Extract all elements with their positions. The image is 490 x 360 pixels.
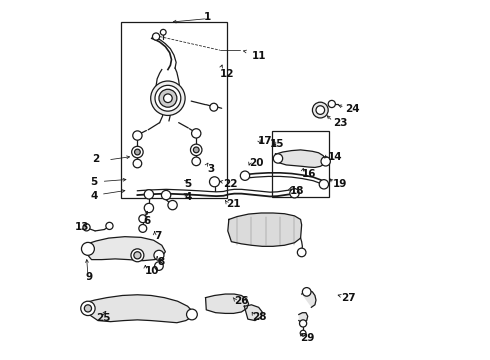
Circle shape [302, 288, 311, 296]
Text: 13: 13 [74, 222, 89, 232]
Circle shape [164, 94, 172, 103]
Polygon shape [299, 313, 308, 323]
Circle shape [133, 159, 142, 168]
Circle shape [83, 224, 90, 231]
Text: 21: 21 [226, 199, 241, 210]
Circle shape [161, 190, 171, 200]
Circle shape [297, 248, 306, 257]
Text: 12: 12 [220, 69, 234, 79]
Circle shape [191, 144, 202, 156]
Text: 19: 19 [333, 179, 347, 189]
Text: 28: 28 [252, 312, 267, 322]
Text: 5: 5 [184, 179, 191, 189]
Circle shape [151, 81, 185, 116]
Text: 3: 3 [207, 163, 215, 174]
Circle shape [210, 103, 218, 111]
Circle shape [187, 309, 197, 320]
Text: 7: 7 [155, 231, 162, 241]
Text: 27: 27 [341, 293, 356, 303]
Bar [122, 22, 227, 198]
Polygon shape [205, 294, 248, 314]
Circle shape [273, 154, 283, 163]
Circle shape [84, 305, 92, 312]
Circle shape [131, 249, 144, 262]
Circle shape [155, 85, 181, 111]
Text: 25: 25 [96, 313, 111, 323]
Polygon shape [302, 291, 316, 307]
Text: 22: 22 [223, 179, 238, 189]
Bar [272, 131, 329, 197]
Circle shape [168, 201, 177, 210]
Text: 16: 16 [302, 168, 316, 179]
Circle shape [160, 30, 166, 35]
Circle shape [134, 252, 141, 259]
Text: 6: 6 [144, 216, 151, 226]
Text: 14: 14 [327, 152, 342, 162]
Circle shape [144, 190, 153, 199]
Circle shape [155, 262, 163, 270]
Circle shape [81, 242, 95, 255]
Circle shape [210, 177, 220, 187]
Polygon shape [85, 295, 193, 323]
Circle shape [192, 129, 201, 138]
Text: 23: 23 [333, 118, 347, 128]
Text: 26: 26 [234, 296, 249, 306]
Circle shape [135, 149, 140, 155]
Circle shape [290, 189, 299, 198]
Circle shape [139, 215, 147, 223]
Polygon shape [87, 237, 166, 261]
Text: 10: 10 [145, 266, 159, 276]
Text: 11: 11 [252, 51, 267, 61]
Circle shape [316, 106, 324, 114]
Polygon shape [245, 305, 262, 320]
Circle shape [240, 171, 250, 180]
Circle shape [81, 301, 95, 316]
Text: 29: 29 [300, 333, 315, 343]
Text: 18: 18 [290, 186, 304, 197]
Circle shape [106, 222, 113, 229]
Polygon shape [275, 150, 326, 167]
Text: 5: 5 [90, 177, 98, 187]
Circle shape [154, 250, 164, 260]
Circle shape [321, 157, 330, 166]
Text: 1: 1 [204, 12, 211, 22]
Text: 4: 4 [184, 192, 192, 202]
Text: 9: 9 [85, 272, 93, 282]
Text: 8: 8 [157, 257, 164, 267]
Circle shape [328, 100, 335, 108]
Circle shape [319, 180, 329, 189]
Text: 17: 17 [258, 136, 272, 146]
Circle shape [159, 89, 177, 107]
Text: 24: 24 [345, 104, 360, 114]
Text: 20: 20 [249, 158, 264, 168]
Text: 2: 2 [93, 154, 100, 164]
Circle shape [152, 33, 160, 40]
Circle shape [300, 330, 306, 336]
Circle shape [313, 102, 328, 118]
Circle shape [192, 157, 200, 166]
Circle shape [144, 203, 153, 213]
Circle shape [139, 225, 147, 232]
Circle shape [194, 147, 199, 153]
Text: 15: 15 [270, 139, 285, 149]
Circle shape [133, 131, 142, 140]
Polygon shape [228, 213, 302, 246]
Text: 4: 4 [90, 191, 98, 201]
Circle shape [132, 146, 143, 158]
Circle shape [299, 320, 307, 327]
